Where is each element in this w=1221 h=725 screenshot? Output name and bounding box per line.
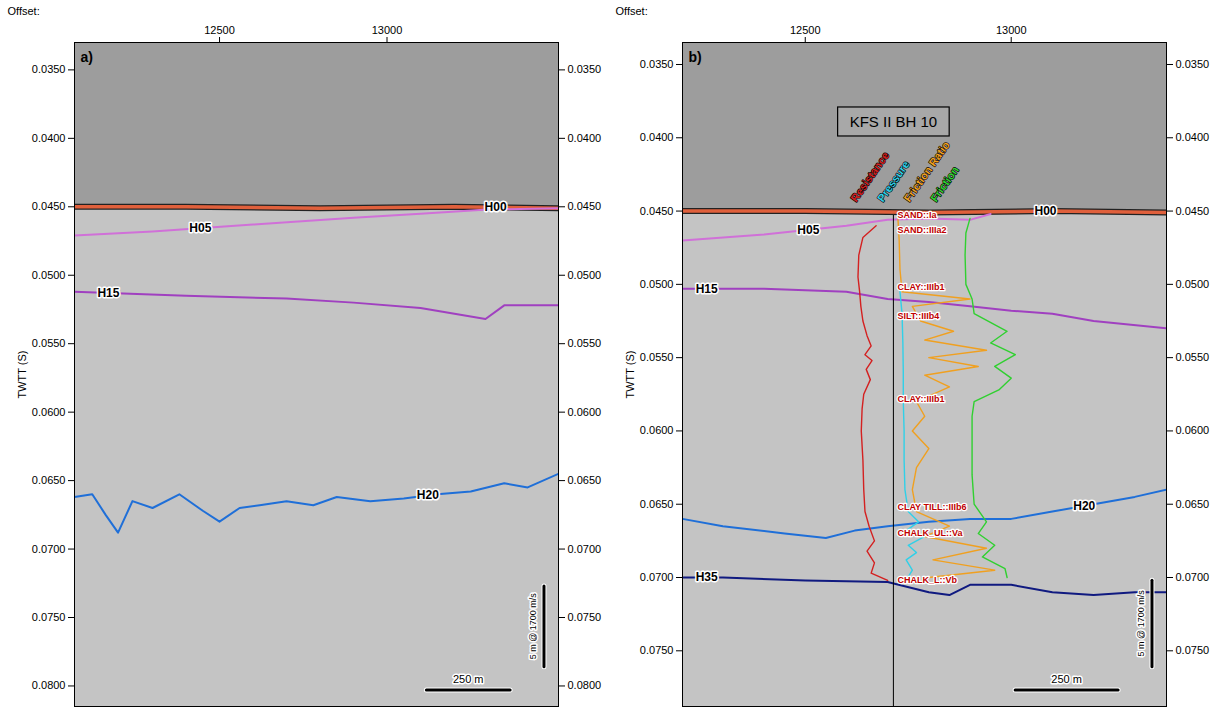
svg-text:TWTT (S): TWTT (S)	[16, 350, 28, 398]
svg-text:H05: H05	[797, 223, 819, 237]
svg-text:0.0550: 0.0550	[32, 337, 66, 349]
svg-text:250 m: 250 m	[1051, 673, 1082, 685]
svg-text:KFS II BH 10: KFS II BH 10	[850, 113, 938, 130]
svg-text:SAND::Ia: SAND::Ia	[897, 210, 937, 220]
svg-text:0.0450: 0.0450	[32, 200, 66, 212]
svg-text:5 m @ 1700 m/s: 5 m @ 1700 m/s	[1136, 590, 1146, 657]
svg-text:0.0650: 0.0650	[568, 474, 602, 486]
svg-text:0.0600: 0.0600	[1176, 424, 1210, 436]
svg-text:0.0350: 0.0350	[640, 58, 674, 70]
svg-text:0.0750: 0.0750	[640, 644, 674, 656]
svg-text:CLAY TILL::IIIb6: CLAY TILL::IIIb6	[897, 502, 966, 512]
svg-text:0.0500: 0.0500	[32, 269, 66, 281]
svg-text:Pressure: Pressure	[874, 158, 912, 204]
svg-text:0.0450: 0.0450	[640, 205, 674, 217]
svg-text:0.0350: 0.0350	[1176, 58, 1210, 70]
svg-text:0.0600: 0.0600	[568, 406, 602, 418]
svg-text:b): b)	[689, 49, 702, 65]
svg-text:0.0750: 0.0750	[1176, 644, 1210, 656]
svg-text:0.0650: 0.0650	[1176, 498, 1210, 510]
svg-text:5 m @ 1700 m/s: 5 m @ 1700 m/s	[528, 593, 538, 660]
svg-text:Offset:: Offset:	[616, 5, 648, 17]
svg-text:0.0400: 0.0400	[568, 132, 602, 144]
svg-text:0.0550: 0.0550	[568, 337, 602, 349]
svg-text:13000: 13000	[996, 24, 1027, 36]
svg-text:SAND::IIIa2: SAND::IIIa2	[897, 225, 946, 235]
svg-text:12500: 12500	[204, 24, 235, 36]
svg-text:13000: 13000	[372, 24, 403, 36]
svg-text:0.0800: 0.0800	[568, 679, 602, 691]
svg-text:H05: H05	[189, 221, 211, 235]
svg-text:0.0400: 0.0400	[32, 132, 66, 144]
svg-text:CLAY::IIIb1: CLAY::IIIb1	[897, 394, 944, 404]
svg-text:0.0750: 0.0750	[568, 611, 602, 623]
svg-text:0.0400: 0.0400	[1176, 131, 1210, 143]
svg-text:TWTT (S): TWTT (S)	[624, 350, 636, 398]
svg-text:H20: H20	[1073, 499, 1095, 513]
svg-text:0.0800: 0.0800	[32, 679, 66, 691]
svg-text:Offset:: Offset:	[8, 5, 40, 17]
svg-text:0.0700: 0.0700	[568, 543, 602, 555]
svg-text:0.0600: 0.0600	[32, 406, 66, 418]
svg-text:H00: H00	[1034, 204, 1056, 218]
svg-text:0.0700: 0.0700	[32, 543, 66, 555]
svg-text:12500: 12500	[790, 24, 821, 36]
svg-text:H00: H00	[485, 200, 507, 214]
svg-text:H15: H15	[696, 282, 718, 296]
svg-text:Resistance: Resistance	[848, 149, 892, 204]
svg-text:0.0750: 0.0750	[32, 611, 66, 623]
svg-text:0.0450: 0.0450	[568, 200, 602, 212]
svg-text:0.0450: 0.0450	[1176, 205, 1210, 217]
svg-text:0.0600: 0.0600	[640, 424, 674, 436]
svg-text:250 m: 250 m	[453, 673, 484, 685]
svg-text:0.0700: 0.0700	[1176, 571, 1210, 583]
svg-text:Friction Ratio: Friction Ratio	[901, 139, 952, 204]
svg-text:H15: H15	[97, 286, 119, 300]
svg-text:CLAY::IIIb1: CLAY::IIIb1	[897, 282, 944, 292]
svg-text:0.0500: 0.0500	[640, 278, 674, 290]
svg-text:0.0550: 0.0550	[640, 351, 674, 363]
svg-text:0.0500: 0.0500	[568, 269, 602, 281]
svg-text:H35: H35	[696, 570, 718, 584]
svg-text:0.0500: 0.0500	[1176, 278, 1210, 290]
svg-text:0.0350: 0.0350	[568, 63, 602, 75]
svg-text:0.0700: 0.0700	[640, 571, 674, 583]
svg-text:0.0550: 0.0550	[1176, 351, 1210, 363]
svg-text:0.0400: 0.0400	[640, 131, 674, 143]
svg-text:a): a)	[81, 49, 93, 65]
svg-text:Friction: Friction	[928, 164, 961, 204]
svg-text:0.0650: 0.0650	[32, 474, 66, 486]
svg-text:CHALK_L::Vb: CHALK_L::Vb	[897, 575, 957, 585]
svg-text:SILT::IIIb4: SILT::IIIb4	[897, 311, 939, 321]
svg-text:H20: H20	[417, 488, 439, 502]
svg-text:0.0350: 0.0350	[32, 63, 66, 75]
svg-text:0.0650: 0.0650	[640, 498, 674, 510]
svg-text:CHALK_UL::Va: CHALK_UL::Va	[897, 528, 963, 538]
